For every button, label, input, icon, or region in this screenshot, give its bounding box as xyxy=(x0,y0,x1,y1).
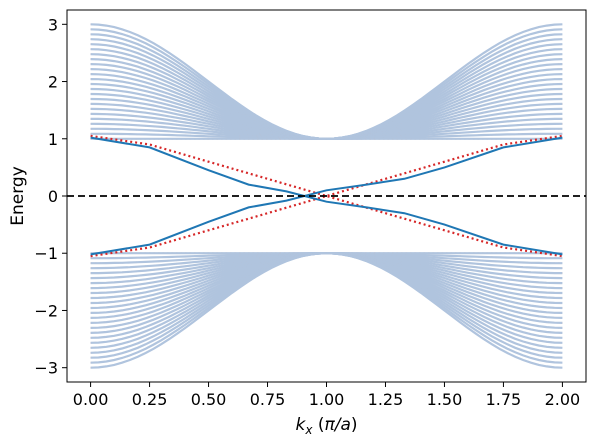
y-tick-label: 3 xyxy=(48,15,58,34)
bulk-band-dotted xyxy=(90,252,563,369)
bulk-band xyxy=(90,102,563,140)
x-tick-label: 1.25 xyxy=(368,390,404,409)
x-tick-label: 0.75 xyxy=(250,390,286,409)
bulk-band-dotted xyxy=(90,93,563,140)
x-label-subscript: x xyxy=(304,423,313,437)
x-tick-label: 0.50 xyxy=(191,390,227,409)
x-tick-label: 0.00 xyxy=(73,390,109,409)
bulk-band xyxy=(90,252,563,300)
y-tick-label: 0 xyxy=(48,187,58,206)
edge-state-dotted-upper xyxy=(90,134,563,258)
x-label-paren-open: ( xyxy=(312,415,324,435)
edge-state-solid-upper xyxy=(90,136,563,256)
bulk-band xyxy=(90,252,563,369)
bulk-band-dotted xyxy=(90,103,563,140)
bulk-band xyxy=(90,92,563,140)
y-axis-label: Energy xyxy=(8,166,28,226)
bulk-band-dotted xyxy=(90,252,563,299)
y-tick-label: −2 xyxy=(34,301,58,320)
bands-group xyxy=(90,23,563,369)
edge-state-solid-lower xyxy=(90,136,563,256)
x-label-paren-close: ) xyxy=(351,415,358,435)
y-tick-label: −3 xyxy=(34,359,58,378)
y-tick-label: 1 xyxy=(48,130,58,149)
x-tick-label: 1.00 xyxy=(309,390,345,409)
x-axis: 0.00 0.25 0.50 0.75 1.00 1.25 1.50 1.75 2.00 xyxy=(73,382,580,409)
bulk-band xyxy=(90,23,563,140)
y-tick-label: −1 xyxy=(34,244,58,263)
x-tick-label: 1.50 xyxy=(427,390,463,409)
bulk-band xyxy=(90,252,563,290)
x-tick-label: 2.00 xyxy=(545,390,581,409)
x-label-k: k xyxy=(295,415,306,435)
edge-state-dotted-lower xyxy=(90,134,563,258)
x-label-unit: π/a xyxy=(324,415,350,435)
bulk-band-dotted xyxy=(90,23,563,140)
x-tick-label: 1.75 xyxy=(486,390,522,409)
y-tick-label: 2 xyxy=(48,73,58,92)
x-tick-label: 0.25 xyxy=(132,390,168,409)
y-axis: −3 −2 −1 0 1 2 3 xyxy=(34,15,67,378)
x-axis-label: kx (π/a) xyxy=(295,415,357,437)
edge-states-group xyxy=(90,134,563,258)
bulk-band-dotted xyxy=(90,252,563,289)
